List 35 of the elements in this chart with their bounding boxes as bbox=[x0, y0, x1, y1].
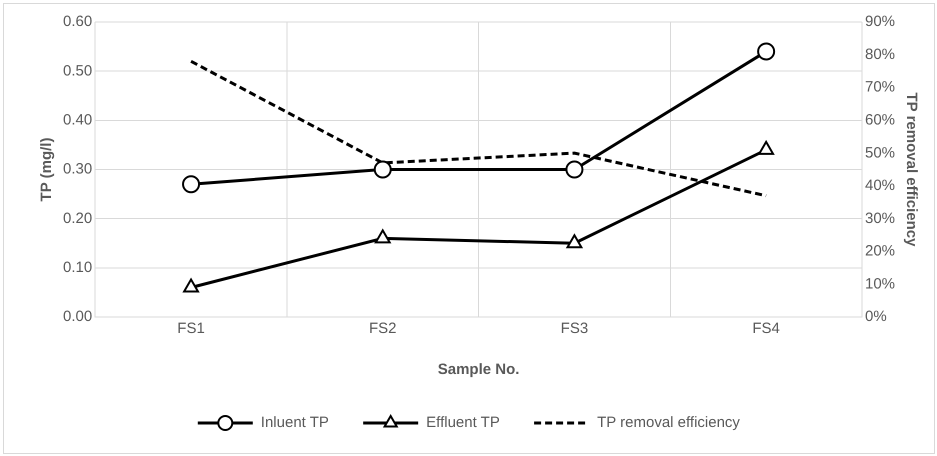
y2-tick-label: 70% bbox=[864, 78, 896, 96]
legend-label: Inluent TP bbox=[260, 414, 329, 432]
point bbox=[758, 140, 774, 155]
y-tick-label: 0.60 bbox=[62, 13, 92, 30]
y2-tick-label: 10% bbox=[864, 275, 896, 292]
point bbox=[374, 160, 392, 178]
y2-tick-label: 30% bbox=[864, 210, 896, 227]
y2-axis-title: TP removal efficiency bbox=[902, 92, 920, 248]
point bbox=[566, 234, 582, 248]
point bbox=[757, 42, 776, 60]
x-tick-label: FS3 bbox=[560, 320, 588, 338]
y-tick-label: 0.40 bbox=[62, 111, 92, 128]
x-axis-title: Sample No. bbox=[438, 361, 520, 378]
point bbox=[374, 229, 391, 244]
y2-tick-label: 20% bbox=[864, 242, 896, 260]
y-tick-label: 0.30 bbox=[62, 160, 92, 178]
x-tick-label: FS1 bbox=[177, 320, 205, 338]
point bbox=[565, 160, 584, 178]
y2-tick-label: 40% bbox=[864, 177, 896, 194]
y2-tick-label: 0% bbox=[864, 308, 887, 326]
y2-tick-label: 50% bbox=[864, 144, 896, 162]
y-tick-label: 0.00 bbox=[62, 308, 92, 326]
x-tick-label: FS2 bbox=[368, 320, 396, 338]
y-tick-label: 0.10 bbox=[62, 258, 92, 276]
y-tick-label: 0.20 bbox=[62, 210, 92, 227]
point bbox=[183, 278, 199, 292]
y2-tick-label: 80% bbox=[864, 46, 896, 63]
y2-tick-label: 60% bbox=[864, 111, 896, 128]
legend-label: Effluent TP bbox=[426, 414, 500, 432]
y2-tick-label: 90% bbox=[864, 13, 896, 30]
legend-label: TP removal efficiency bbox=[597, 414, 740, 432]
y-tick-label: 0.50 bbox=[62, 62, 92, 80]
point bbox=[182, 175, 200, 194]
x-tick-label: FS4 bbox=[752, 320, 780, 338]
y-axis-title: TP (mg/l) bbox=[38, 138, 56, 202]
